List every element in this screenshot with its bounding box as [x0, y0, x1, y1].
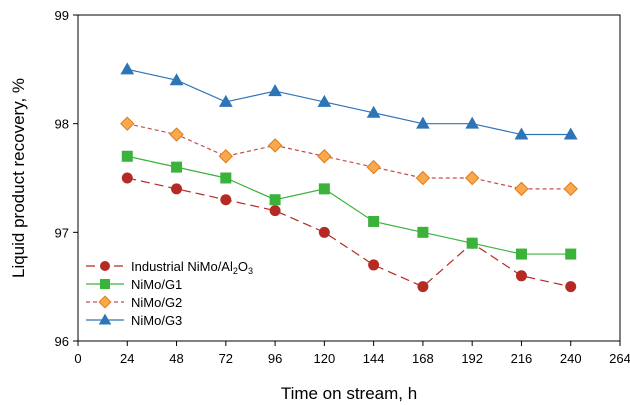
legend-marker [100, 279, 110, 289]
x-tick-label: 120 [314, 351, 336, 366]
data-point [466, 237, 478, 249]
x-tick-label: 192 [461, 351, 483, 366]
data-point [171, 183, 183, 195]
legend-item-2: NiMo/G1 [86, 277, 182, 292]
data-point [171, 161, 183, 173]
data-point [417, 226, 429, 238]
data-point [318, 183, 330, 195]
legend-marker [98, 313, 112, 325]
x-tick-label: 144 [363, 351, 385, 366]
plot-frame [77, 14, 621, 342]
data-point [464, 170, 480, 186]
legend-label-part: 3 [248, 266, 253, 276]
x-tick-label: 96 [268, 351, 282, 366]
data-point [368, 215, 380, 227]
data-point [268, 84, 282, 97]
data-point [269, 194, 281, 206]
data-point [465, 116, 480, 129]
x-tick-label: 0 [74, 351, 81, 366]
data-point [317, 149, 332, 164]
data-point [120, 62, 135, 75]
series-line [127, 68, 571, 136]
legend-marker [100, 261, 110, 271]
data-point [120, 116, 135, 131]
x-tick-label: 24 [120, 351, 134, 366]
x-tick-label: 264 [609, 351, 630, 366]
legend-label: Industrial NiMo/Al2O3 [131, 259, 253, 276]
y-axis-title: Liquid product recovery, % [9, 78, 28, 278]
legend-label-part: 2 [233, 266, 238, 276]
series-line [127, 123, 571, 190]
data-point [415, 170, 431, 186]
legend-marker [98, 295, 112, 309]
x-axis-title: Time on stream, h [281, 384, 417, 403]
legend-label-part: NiMo/G1 [131, 277, 182, 292]
data-point [366, 159, 381, 175]
data-point [514, 181, 529, 197]
legend-item-3: NiMo/G2 [86, 295, 182, 310]
data-point [514, 127, 529, 140]
y-tick-label: 97 [55, 225, 69, 240]
data-point [269, 205, 281, 217]
series-1 [121, 172, 577, 293]
data-point [220, 172, 232, 184]
y-tick-label: 96 [55, 334, 69, 349]
data-point [563, 181, 578, 197]
series-layer [120, 62, 578, 293]
data-point [366, 105, 381, 118]
data-point [368, 259, 380, 271]
legend-label: NiMo/G2 [131, 295, 182, 310]
series-line [127, 155, 571, 255]
data-point [169, 127, 184, 142]
y-tick-label: 99 [55, 8, 69, 23]
data-point [515, 248, 527, 260]
legend-item-1: Industrial NiMo/Al2O3 [86, 259, 253, 276]
series-2 [121, 150, 577, 260]
data-point [218, 149, 234, 164]
series-line [127, 177, 571, 288]
data-point [121, 172, 133, 184]
data-point [220, 194, 232, 206]
x-tick-label: 216 [511, 351, 533, 366]
legend-label-part: NiMo/G3 [131, 313, 182, 328]
data-point [121, 150, 133, 162]
legend-label-part: NiMo/G2 [131, 295, 182, 310]
data-point [169, 73, 184, 86]
x-tick-label: 72 [219, 351, 233, 366]
legend-label: NiMo/G3 [131, 313, 182, 328]
legend-label-part: O [238, 259, 248, 274]
data-point [317, 94, 332, 107]
legend: Industrial NiMo/Al2O3NiMo/G1NiMo/G2NiMo/… [86, 259, 253, 328]
series-4 [120, 62, 578, 140]
data-point [565, 248, 577, 260]
x-tick-label: 240 [560, 351, 582, 366]
y-tick-label: 98 [55, 117, 69, 132]
data-point [417, 281, 429, 293]
data-point [416, 116, 430, 129]
data-point [565, 281, 577, 293]
axes: 0 24 48 72 96 120 144 168 192 216 240 264 96 97 98 99 [55, 8, 630, 366]
x-tick-label: 48 [169, 351, 183, 366]
x-tick-label: 168 [412, 351, 434, 366]
series-3 [120, 116, 578, 197]
legend-label-part: Industrial NiMo/Al [131, 259, 233, 274]
legend-label: NiMo/G1 [131, 277, 182, 292]
legend-item-4: NiMo/G3 [86, 313, 182, 328]
data-point [515, 270, 527, 282]
data-point [318, 226, 330, 238]
data-point [267, 138, 283, 153]
data-point [218, 94, 233, 107]
data-point [563, 127, 578, 140]
